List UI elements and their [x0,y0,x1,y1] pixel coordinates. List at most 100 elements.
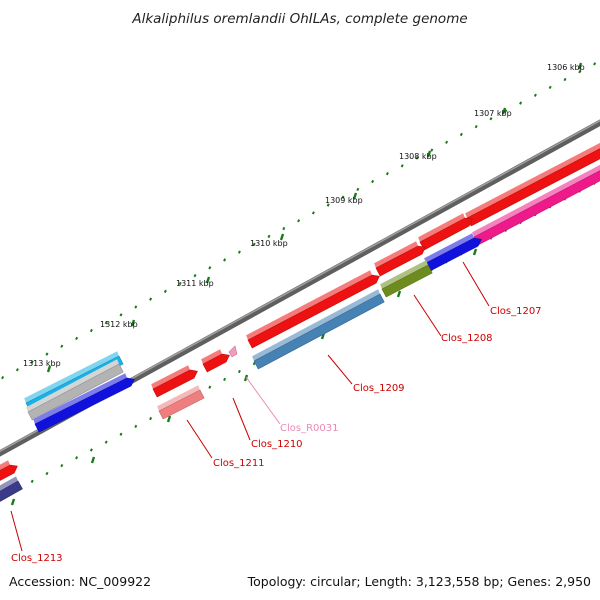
ruler-minor-tick [356,187,360,192]
inner-minor-tick [223,377,227,381]
ruler-minor-tick [430,148,434,152]
ruler-minor-tick [104,321,108,325]
gene-label-clos-1211[interactable]: Clos_1211 [213,458,265,469]
gene-bar-clos-1213[interactable] [0,460,18,481]
ruler-major-tick [205,276,211,284]
ruler-minor-tick [282,226,286,231]
ruler-minor-tick [149,297,153,301]
ruler-minor-tick [208,266,212,270]
inner-minor-tick [104,440,108,444]
gene-bar-clos-1211-red[interactable] [151,365,198,398]
inner-major-tick [166,415,172,423]
label-leader-lines [10,261,490,552]
ruler-major-tick [426,150,432,158]
inner-major-tick [90,456,96,464]
gene-label-clos-1209[interactable]: Clos_1209 [353,383,405,394]
ruler-minor-tick [223,258,227,262]
ruler-minor-tick [519,101,523,105]
gene-label-clos-1213[interactable]: Clos_1213 [11,553,63,564]
inner-minor-tick [134,424,138,429]
gene-bar-clos-1210[interactable] [201,349,230,373]
ruler-label: 1307 kbp [474,109,512,118]
ruler-minor-tick [504,109,508,113]
ruler-minor-tick [60,344,64,348]
ruler-minor-tick [385,172,389,176]
gene-label-clos-1207[interactable]: Clos_1207 [490,306,542,317]
ruler-minor-tick [341,195,345,199]
ruler-minor-tick [415,156,419,160]
gene-label-clos-1210[interactable]: Clos_1210 [251,439,303,450]
map-title: Alkaliphilus oremlandii OhILAs, complete… [131,11,467,27]
inner-major-tick [10,498,16,506]
ruler-major-tick [577,62,583,70]
ruler-minor-tick [193,273,197,278]
ruler-label: 1310 kbp [250,239,288,248]
inner-minor-tick [119,432,123,436]
ruler-minor-tick [30,360,34,364]
gene-features [0,142,600,502]
inner-minor-tick [252,362,256,366]
leader-line [186,419,213,459]
ruler-minor-tick [593,62,597,66]
accession-text: Accession: NC_009922 [9,574,151,589]
ruler-major-tick [130,319,136,327]
gene-bar-clos-1209-red[interactable] [246,270,380,349]
gene-label-clos-r0031[interactable]: Clos_R0031 [280,423,339,434]
gene-bar-clos-1208-red[interactable] [374,241,426,277]
ruler-label: 1308 kbp [399,152,437,161]
inner-minor-tick [30,479,34,483]
gene-labels: Clos_1207 Clos_1208 Clos_1209 Clos_R0031 Clo… [11,306,542,564]
ruler-minor-tick [326,203,330,207]
ruler-minor-tick [119,313,123,317]
ruler-minor-tick [445,140,449,144]
ruler-minor-tick [89,328,93,333]
gene-bar-olive[interactable] [380,260,433,298]
ruler-minor-tick [371,179,375,184]
ruler-minor-tick [252,242,256,246]
inner-minor-tick [208,385,212,389]
ruler-label: 1312 kbp [100,320,138,329]
ruler-minor-tick [400,164,404,168]
inner-major-tick [243,374,249,382]
inner-minor-tick [89,448,93,452]
gene-bar-blue-left[interactable] [33,373,135,433]
genome-summary-text: Topology: circular; Length: 3,123,558 bp… [247,574,591,589]
ruler-minor-tick [163,289,167,293]
inner-minor-tick [60,463,64,468]
ruler-major-tick [352,192,358,200]
ruler-label: 1306 kbp [547,63,585,72]
inner-major-tick [396,290,402,298]
ruler-minor-tick [178,281,182,286]
inner-minor-tick [75,456,79,460]
ruler-minor-tick [1,375,5,380]
leader-line [10,510,23,552]
leader-line [245,376,281,425]
inner-major-tick [472,248,478,256]
leader-line [462,261,490,307]
leader-line [327,354,353,385]
ruler-label: 1309 kbp [325,196,363,205]
gene-bar-navy[interactable] [0,476,23,502]
gene-bar-clos-1209[interactable] [252,289,385,370]
gene-bar-grey[interactable] [26,359,124,421]
ruler-minor-tick [134,305,138,309]
leader-line [232,397,251,441]
ruler-minor-tick [578,70,582,74]
ruler-minor-tick [533,93,537,97]
gene-bar-clos-r0031[interactable] [228,345,238,358]
ruler-label: 1311 kbp [176,279,214,288]
ruler-major-tick [279,233,285,241]
ruler-major-tick [46,365,52,373]
inner-minor-tick [237,369,241,374]
ruler-minor-tick [237,250,241,254]
ruler-minor-tick [15,368,19,372]
ruler-minor-tick [459,132,463,137]
ruler-major-tick [501,107,507,115]
gene-label-clos-1208[interactable]: Clos_1208 [441,333,493,344]
inner-minor-tick [45,471,49,476]
ruler-minor-tick [474,124,478,129]
gene-bar-clos-1211[interactable] [157,385,205,420]
ruler-label: 1313 kbp [23,359,61,368]
ruler-minor-tick [75,336,79,341]
